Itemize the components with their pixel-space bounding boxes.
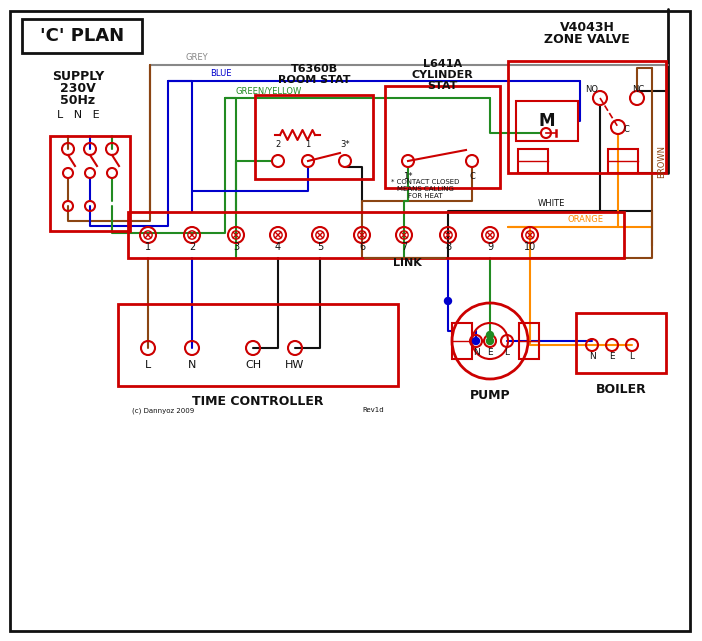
Text: GREEN/YELLOW: GREEN/YELLOW	[235, 86, 301, 95]
Text: L: L	[505, 347, 510, 356]
Text: 3*: 3*	[340, 140, 350, 149]
Circle shape	[486, 338, 494, 344]
Circle shape	[486, 331, 494, 338]
Circle shape	[472, 338, 479, 344]
Text: C: C	[469, 172, 475, 181]
Text: LINK: LINK	[392, 258, 421, 268]
Text: 50Hz: 50Hz	[60, 94, 95, 106]
Text: 4: 4	[275, 242, 281, 252]
Bar	[385, 86, 500, 188]
Text: CH: CH	[245, 360, 261, 370]
Text: E: E	[487, 347, 493, 356]
Text: 1: 1	[305, 140, 310, 149]
Text: BLUE: BLUE	[210, 69, 232, 78]
Text: 2: 2	[275, 140, 281, 149]
Text: L: L	[630, 351, 635, 360]
Text: V4043H: V4043H	[559, 21, 614, 33]
Text: L   N   E: L N E	[57, 110, 99, 120]
Text: ORANGE: ORANGE	[568, 215, 604, 224]
Text: * CONTACT CLOSED
MEANS CALLING
FOR HEAT: * CONTACT CLOSED MEANS CALLING FOR HEAT	[391, 179, 459, 199]
Bar	[518, 149, 548, 173]
Text: BROWN: BROWN	[657, 144, 666, 178]
Text: T6360B: T6360B	[291, 64, 338, 74]
Text: 8: 8	[445, 242, 451, 252]
Bar	[516, 101, 578, 141]
Text: L641A: L641A	[423, 59, 462, 69]
Bar	[22, 19, 142, 53]
Text: Rev1d: Rev1d	[362, 407, 384, 413]
Text: 3: 3	[233, 242, 239, 252]
Circle shape	[444, 297, 451, 304]
Text: 6: 6	[359, 242, 365, 252]
Text: L: L	[145, 360, 151, 370]
Bar	[255, 95, 373, 179]
Text: ROOM STAT: ROOM STAT	[278, 75, 350, 85]
Text: 1: 1	[145, 242, 151, 252]
Bar	[508, 61, 666, 173]
Text: 5: 5	[317, 242, 323, 252]
Bar	[576, 313, 666, 373]
Bar	[608, 149, 638, 173]
Text: 2: 2	[189, 242, 195, 252]
Text: BOILER: BOILER	[595, 383, 647, 396]
Text: NO: NO	[585, 85, 599, 94]
Text: C: C	[623, 124, 629, 133]
Text: 7: 7	[401, 242, 407, 252]
Text: SUPPLY: SUPPLY	[52, 69, 104, 83]
Text: HW: HW	[285, 360, 305, 370]
Text: GREY: GREY	[185, 53, 208, 62]
Text: 230V: 230V	[60, 81, 96, 94]
Text: 10: 10	[524, 242, 536, 252]
Text: STAT: STAT	[428, 81, 458, 91]
Bar	[118, 304, 398, 386]
Text: (c) Dannyoz 2009: (c) Dannyoz 2009	[132, 407, 194, 413]
Text: 'C' PLAN: 'C' PLAN	[40, 27, 124, 45]
Text: E: E	[609, 351, 615, 360]
Text: 9: 9	[487, 242, 493, 252]
Text: 1*: 1*	[403, 172, 413, 181]
Text: TIME CONTROLLER: TIME CONTROLLER	[192, 395, 324, 408]
Bar	[452, 323, 472, 359]
Bar	[519, 323, 539, 359]
Text: M: M	[538, 112, 555, 130]
Bar	[50, 136, 130, 231]
Text: WHITE: WHITE	[538, 199, 565, 208]
Text: ZONE VALVE: ZONE VALVE	[544, 33, 630, 46]
Text: PUMP: PUMP	[470, 389, 510, 402]
Text: N: N	[472, 347, 479, 356]
Text: N: N	[188, 360, 196, 370]
Text: N: N	[588, 351, 595, 360]
Bar	[128, 212, 624, 258]
Text: CYLINDER: CYLINDER	[411, 70, 473, 80]
Text: NC: NC	[632, 85, 644, 94]
